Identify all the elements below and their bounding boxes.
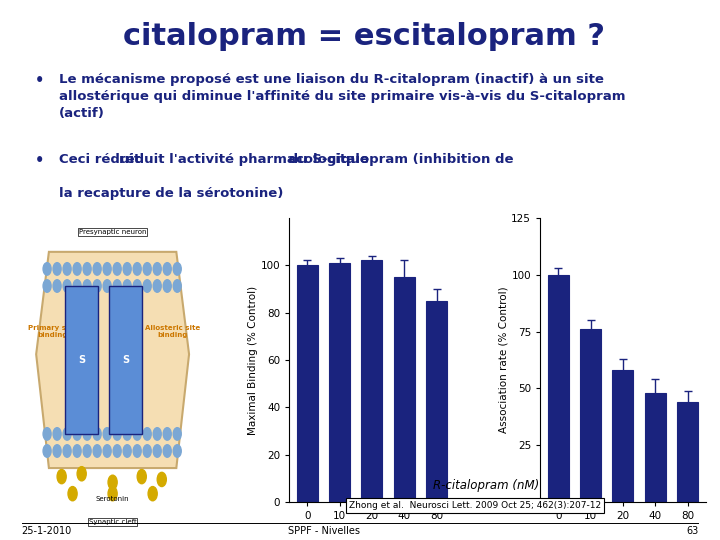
- Circle shape: [53, 428, 61, 440]
- Text: Serotonin: Serotonin: [96, 496, 130, 502]
- Circle shape: [153, 445, 161, 457]
- Circle shape: [83, 262, 91, 275]
- Text: citalopram = escitalopram ?: citalopram = escitalopram ?: [122, 22, 605, 51]
- Circle shape: [113, 262, 121, 275]
- Bar: [109, 286, 142, 434]
- Circle shape: [93, 280, 101, 292]
- Circle shape: [113, 280, 121, 292]
- Text: Allosteric site
binding: Allosteric site binding: [145, 325, 200, 338]
- Text: 25-1-2010: 25-1-2010: [22, 525, 72, 536]
- Circle shape: [174, 428, 181, 440]
- Text: •: •: [35, 73, 45, 88]
- Circle shape: [68, 487, 77, 501]
- Circle shape: [153, 262, 161, 275]
- Bar: [297, 265, 318, 502]
- Circle shape: [163, 280, 171, 292]
- Circle shape: [133, 280, 141, 292]
- Text: du S-citalopram (inhibition de: du S-citalopram (inhibition de: [284, 153, 513, 166]
- Bar: [394, 277, 415, 502]
- Circle shape: [73, 445, 81, 457]
- Circle shape: [138, 469, 146, 484]
- Circle shape: [83, 445, 91, 457]
- Circle shape: [123, 280, 131, 292]
- Circle shape: [163, 428, 171, 440]
- Circle shape: [163, 262, 171, 275]
- Text: R-citalopram (nM): R-citalopram (nM): [433, 478, 539, 492]
- Bar: [361, 260, 382, 502]
- Text: la recapture de la sérotonine): la recapture de la sérotonine): [59, 187, 284, 200]
- Circle shape: [93, 428, 101, 440]
- Circle shape: [108, 475, 117, 489]
- Text: réduit l'activité pharmacologique: réduit l'activité pharmacologique: [119, 153, 369, 166]
- Circle shape: [174, 445, 181, 457]
- Bar: [644, 393, 666, 502]
- Circle shape: [53, 445, 61, 457]
- Circle shape: [63, 262, 71, 275]
- Circle shape: [113, 428, 121, 440]
- Circle shape: [63, 280, 71, 292]
- Circle shape: [93, 445, 101, 457]
- Circle shape: [83, 428, 91, 440]
- Circle shape: [143, 428, 151, 440]
- Polygon shape: [36, 252, 189, 468]
- Circle shape: [123, 445, 131, 457]
- Text: S: S: [122, 355, 129, 365]
- Y-axis label: Maximal Binding (% Control): Maximal Binding (% Control): [248, 286, 258, 435]
- Circle shape: [143, 262, 151, 275]
- Circle shape: [43, 280, 51, 292]
- Circle shape: [157, 472, 166, 487]
- Bar: [612, 370, 634, 502]
- Bar: [426, 301, 447, 502]
- Circle shape: [174, 280, 181, 292]
- Circle shape: [73, 280, 81, 292]
- Circle shape: [103, 445, 111, 457]
- Circle shape: [123, 428, 131, 440]
- Circle shape: [153, 428, 161, 440]
- Text: Primary site
binding: Primary site binding: [28, 325, 77, 338]
- Circle shape: [43, 428, 51, 440]
- Bar: [329, 263, 350, 502]
- Text: 63: 63: [686, 525, 698, 536]
- Text: S: S: [78, 355, 85, 365]
- Bar: [580, 329, 601, 502]
- Circle shape: [53, 280, 61, 292]
- Circle shape: [163, 445, 171, 457]
- Circle shape: [108, 487, 117, 501]
- Circle shape: [153, 280, 161, 292]
- Circle shape: [174, 262, 181, 275]
- Circle shape: [53, 262, 61, 275]
- Circle shape: [83, 280, 91, 292]
- Y-axis label: Association rate (% Control): Association rate (% Control): [498, 287, 508, 433]
- Text: Synaptic cleft: Synaptic cleft: [89, 519, 137, 525]
- Text: Presynaptic neuron: Presynaptic neuron: [79, 229, 146, 235]
- Text: Le mécanisme proposé est une liaison du R-citalopram (inactif) à un site
allosté: Le mécanisme proposé est une liaison du …: [59, 73, 626, 120]
- Circle shape: [93, 262, 101, 275]
- Bar: [677, 402, 698, 502]
- Circle shape: [43, 262, 51, 275]
- Text: Zhong et al.  Neurosci Lett. 2009 Oct 25; 462(3):207-12: Zhong et al. Neurosci Lett. 2009 Oct 25;…: [349, 501, 601, 510]
- Circle shape: [63, 428, 71, 440]
- Text: SPPF - Nivelles: SPPF - Nivelles: [288, 525, 360, 536]
- Circle shape: [103, 262, 111, 275]
- Circle shape: [73, 428, 81, 440]
- Circle shape: [77, 467, 86, 481]
- Circle shape: [123, 262, 131, 275]
- Bar: [548, 275, 569, 502]
- Circle shape: [113, 445, 121, 457]
- Circle shape: [73, 262, 81, 275]
- Circle shape: [143, 445, 151, 457]
- Text: Ceci réduit: Ceci réduit: [59, 153, 145, 166]
- Circle shape: [43, 445, 51, 457]
- Circle shape: [103, 428, 111, 440]
- Text: •: •: [35, 153, 45, 168]
- Circle shape: [133, 445, 141, 457]
- Circle shape: [133, 262, 141, 275]
- Bar: [66, 286, 98, 434]
- Circle shape: [63, 445, 71, 457]
- Circle shape: [143, 280, 151, 292]
- Circle shape: [133, 428, 141, 440]
- Circle shape: [103, 280, 111, 292]
- Circle shape: [148, 487, 157, 501]
- Circle shape: [57, 469, 66, 484]
